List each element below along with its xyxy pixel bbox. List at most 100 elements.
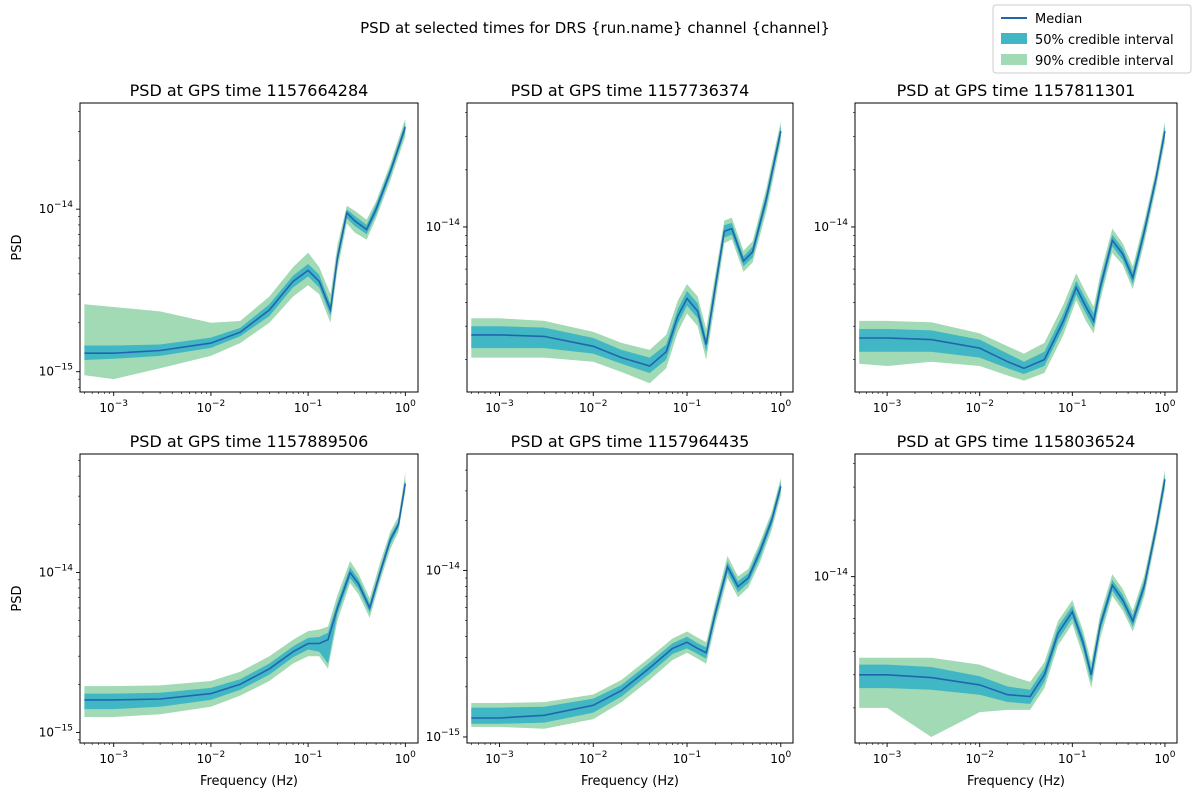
x-tick-label-exponent: 0 [1170, 399, 1176, 409]
x-tick-label-exponent: −3 [888, 750, 901, 760]
x-tick-label-exponent: −3 [115, 399, 128, 409]
x-tick-label: 10−1 [673, 399, 702, 415]
subplot-title: PSD at GPS time 1157664284 [130, 81, 369, 100]
x-tick-label-base: 10 [395, 752, 410, 766]
ci90-band [84, 118, 406, 380]
x-tick-label-base: 10 [294, 752, 309, 766]
y-tick-label-exponent: −14 [829, 218, 848, 228]
y-tick-label-base: 10 [39, 726, 54, 740]
x-tick-label: 10−1 [673, 750, 702, 766]
y-minor-ticks [78, 460, 80, 741]
y-tick-label: 10−14 [39, 563, 74, 579]
x-tick-label: 100 [770, 750, 791, 766]
legend-frame [992, 4, 1192, 74]
y-tick-label-base: 10 [426, 730, 441, 744]
x-minor-ticks [858, 743, 1161, 745]
x-minor-ticks [84, 392, 402, 394]
x-tick-label-base: 10 [1154, 401, 1169, 415]
x-tick-label-exponent: −2 [594, 750, 607, 760]
axes-frame [854, 102, 1178, 393]
subplot-title: PSD at GPS time 1158036524 [897, 432, 1136, 451]
x-tick-label: 10−1 [1058, 399, 1087, 415]
median-line [84, 126, 407, 354]
x-tick-label-base: 10 [873, 752, 888, 766]
x-tick-label: 10−2 [965, 750, 994, 766]
x-tick-label-exponent: −1 [309, 399, 322, 409]
y-tick-label: 10−14 [426, 218, 461, 234]
x-tick-label-base: 10 [1154, 752, 1169, 766]
y-tick-label: 10−15 [426, 728, 460, 744]
y-tick-label-exponent: −15 [54, 363, 73, 373]
plot-area [84, 472, 407, 717]
x-tick-label: 100 [395, 750, 416, 766]
x-tick-label: 100 [395, 399, 416, 415]
x-tick-label: 100 [770, 399, 791, 415]
x-minor-ticks [470, 743, 777, 745]
x-tick-label-exponent: −1 [309, 750, 322, 760]
x-tick-label-base: 10 [485, 752, 500, 766]
x-tick-label-exponent: −1 [1073, 399, 1086, 409]
y-tick-label-exponent: −14 [829, 568, 848, 578]
x-axis-label: Frequency (Hz) [967, 774, 1065, 789]
x-tick-label-base: 10 [485, 401, 500, 415]
y-axis-label: PSD [10, 234, 25, 260]
plot-area [859, 470, 1166, 737]
x-tick-label-exponent: −3 [888, 399, 901, 409]
axes-frame [466, 102, 794, 393]
x-tick-label: 10−2 [965, 399, 994, 415]
y-tick-label-exponent: −14 [441, 561, 460, 571]
x-tick-label: 10−2 [579, 750, 608, 766]
y-tick-label-exponent: −14 [54, 563, 73, 573]
figure-suptitle: PSD at selected times for DRS {run.name}… [360, 19, 830, 37]
x-tick-label-base: 10 [965, 752, 980, 766]
y-tick-label-exponent: −15 [441, 728, 460, 738]
x-tick-label: 10−3 [873, 399, 902, 415]
plot-area [471, 477, 782, 729]
y-axis-label: PSD [10, 585, 25, 611]
x-minor-ticks [84, 743, 402, 745]
x-tick-label-exponent: −2 [594, 399, 607, 409]
x-tick-label-exponent: −1 [688, 399, 701, 409]
x-tick-label-base: 10 [770, 752, 785, 766]
legend-median-label: Median [1035, 12, 1082, 27]
x-tick-label: 10−1 [1058, 750, 1087, 766]
x-tick-label-base: 10 [395, 401, 410, 415]
ci50-band [84, 122, 406, 360]
y-minor-ticks [853, 112, 855, 360]
legend-ci50-label: 50% credible interval [1035, 33, 1174, 48]
x-minor-ticks [470, 392, 777, 394]
x-minor-ticks [858, 392, 1161, 394]
x-tick-label-base: 10 [579, 752, 594, 766]
y-tick-label-base: 10 [39, 365, 54, 379]
median-line [859, 130, 1166, 370]
x-tick-label: 10−2 [579, 399, 608, 415]
x-tick-label-base: 10 [965, 401, 980, 415]
x-tick-label-base: 10 [673, 401, 688, 415]
legend-ci50-swatch [1001, 33, 1027, 44]
x-tick-label: 10−2 [197, 750, 226, 766]
x-tick-label-base: 10 [99, 752, 114, 766]
y-tick-label: 10−15 [39, 363, 73, 379]
ci90-band [471, 121, 781, 384]
x-tick-label-exponent: −2 [981, 750, 994, 760]
y-tick-label-base: 10 [814, 570, 829, 584]
subplot-title: PSD at GPS time 1157889506 [130, 432, 369, 451]
x-tick-label-exponent: −3 [115, 750, 128, 760]
subplot-title: PSD at GPS time 1157811301 [897, 81, 1136, 100]
x-axis-label: Frequency (Hz) [200, 774, 298, 789]
x-tick-label-exponent: −1 [1073, 750, 1086, 760]
median-line [859, 479, 1166, 698]
subplot-title: PSD at GPS time 1157964435 [511, 432, 750, 451]
x-tick-label: 10−2 [197, 399, 226, 415]
x-tick-label-base: 10 [770, 401, 785, 415]
x-tick-label: 100 [1154, 399, 1175, 415]
y-tick-label: 10−14 [814, 218, 849, 234]
x-tick-label-exponent: −1 [688, 750, 701, 760]
plot-area [84, 118, 407, 380]
